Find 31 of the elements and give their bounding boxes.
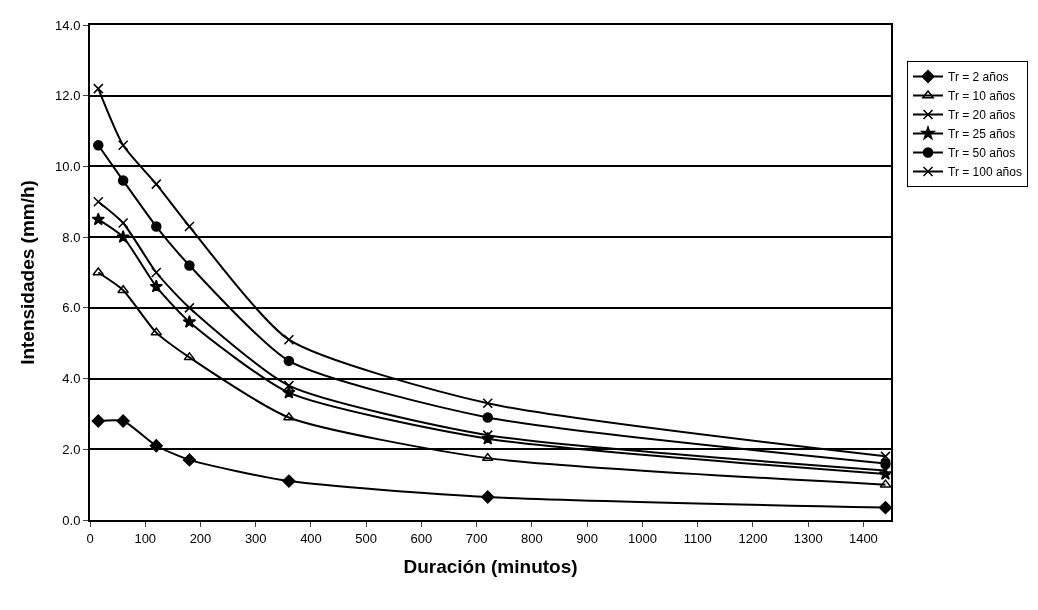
- y-tick-label: 0.0: [62, 512, 81, 528]
- y-tick-label: 10.0: [55, 158, 81, 174]
- legend-label: Tr = 50 años: [948, 146, 1016, 161]
- legend-label: Tr = 100 años: [948, 165, 1022, 180]
- x-tick-label: 200: [189, 530, 212, 546]
- x-tick-label: 1100: [683, 530, 712, 546]
- legend-label: Tr = 25 años: [948, 127, 1016, 142]
- x-tick-label: 300: [244, 530, 267, 546]
- x-tick-label: 500: [355, 530, 378, 546]
- x-tick-label: 0: [86, 530, 94, 546]
- x-tick-label: 1300: [793, 530, 823, 546]
- legend-label: Tr = 10 años: [948, 89, 1016, 104]
- y-tick-label: 12.0: [55, 88, 81, 104]
- x-tick-label: 1000: [627, 530, 657, 546]
- legend-label: Tr = 2 años: [948, 70, 1009, 85]
- y-tick-label: 14.0: [55, 17, 81, 33]
- y-tick-label: 6.0: [62, 300, 81, 316]
- y-tick-label: 2.0: [62, 441, 81, 457]
- legend-label: Tr = 20 años: [948, 108, 1016, 123]
- y-tick-label: 4.0: [62, 371, 81, 387]
- x-tick-label: 100: [134, 530, 157, 546]
- x-tick-label: 900: [576, 530, 599, 546]
- x-tick-label: 1400: [848, 530, 878, 546]
- x-axis-title: Duración (minutos): [403, 555, 578, 577]
- x-tick-label: 700: [465, 530, 488, 546]
- x-tick-label: 600: [410, 530, 433, 546]
- x-tick-label: 1200: [738, 530, 768, 546]
- x-tick-label: 800: [521, 530, 543, 546]
- x-tick-label: 400: [300, 530, 322, 546]
- y-axis-title: Intensidades (mm/h): [17, 180, 39, 365]
- y-tick-label: 8.0: [62, 229, 81, 245]
